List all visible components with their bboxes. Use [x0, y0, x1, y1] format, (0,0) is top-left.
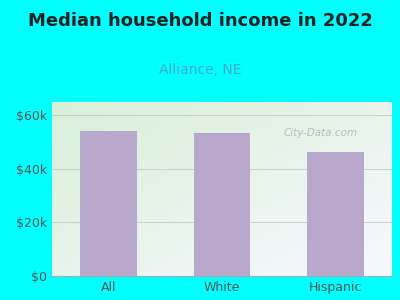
Bar: [80, 131, 137, 276]
Text: Median household income in 2022: Median household income in 2022: [28, 12, 372, 30]
Bar: [307, 152, 364, 276]
Bar: [194, 133, 250, 276]
Text: City-Data.com: City-Data.com: [283, 128, 357, 138]
Text: Alliance, NE: Alliance, NE: [159, 63, 241, 77]
